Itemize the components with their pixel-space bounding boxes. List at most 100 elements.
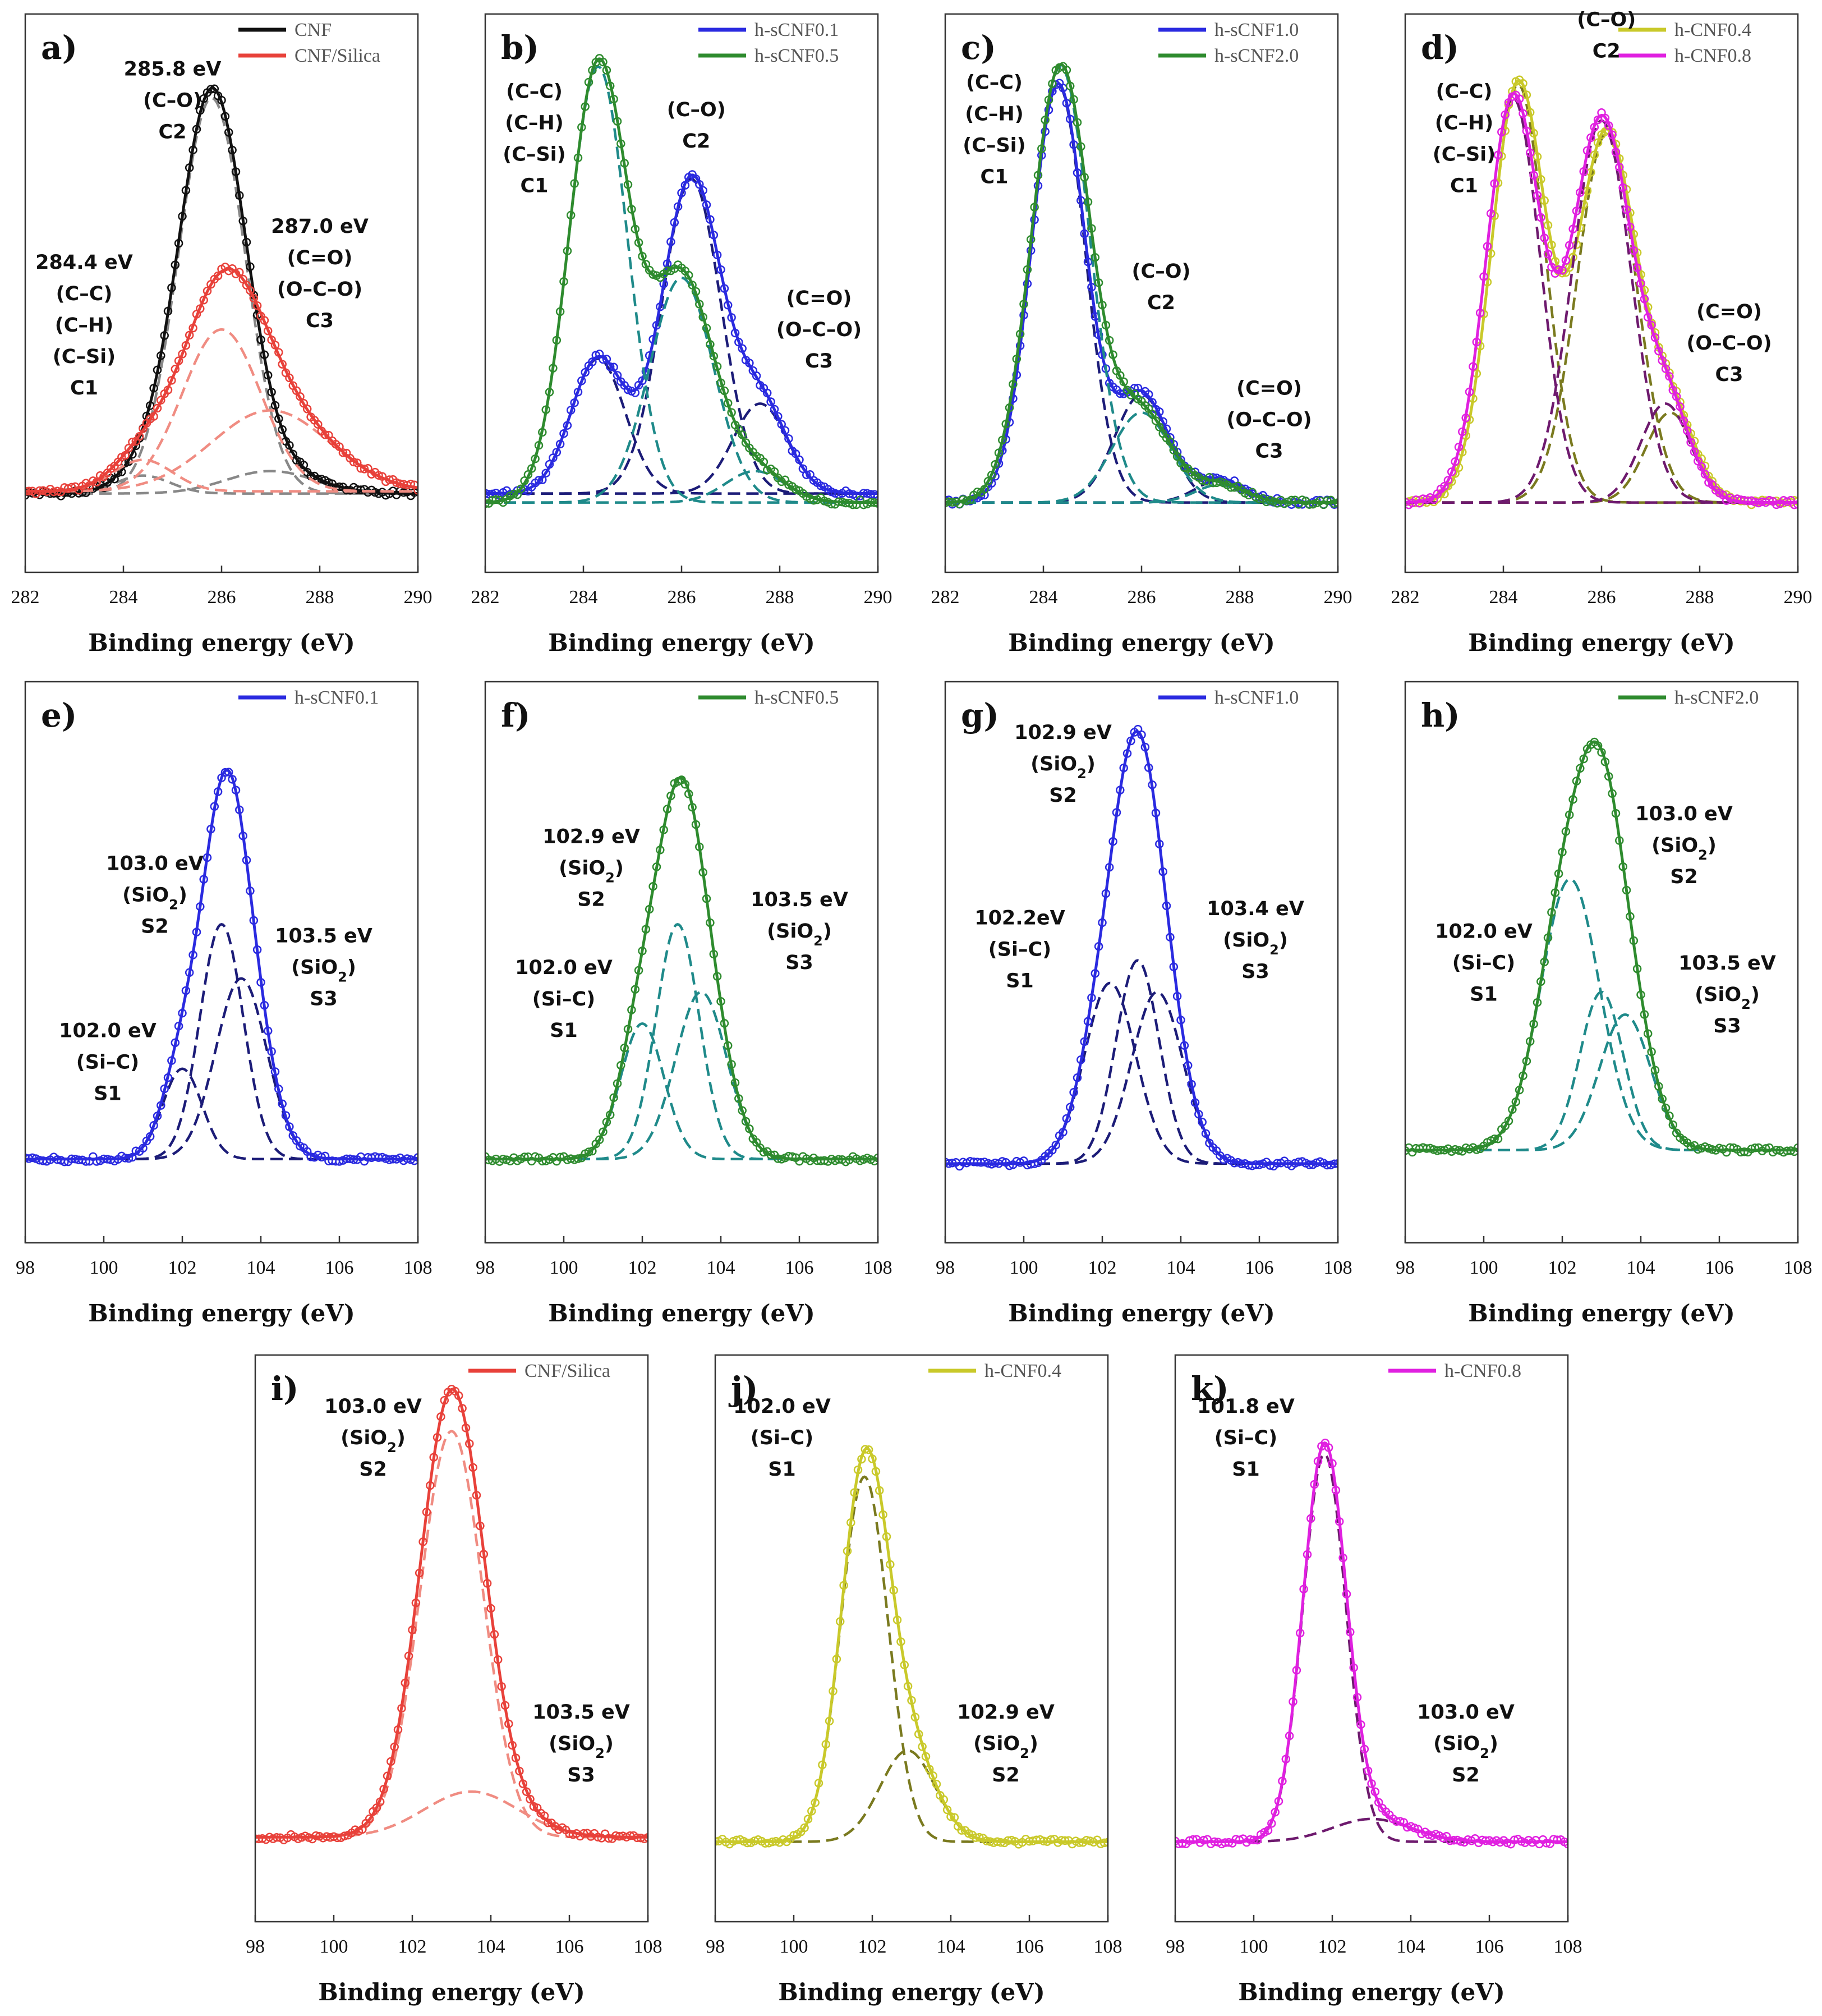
data-point	[1490, 1134, 1499, 1144]
data-point	[1044, 95, 1053, 104]
data-point	[1370, 1787, 1380, 1797]
data-point	[263, 326, 273, 336]
data-point	[1116, 786, 1125, 795]
panel-g: 98 100 102 104 106 108 Binding energy (eV) g) h-…	[936, 681, 1352, 1327]
plot-area	[945, 62, 1338, 509]
peak-annotation: 103.4 eV (SiO2) S3	[1207, 898, 1304, 983]
data-point	[1198, 1118, 1207, 1127]
fit-envelope	[25, 768, 418, 1161]
data-point	[228, 775, 237, 784]
data-point	[623, 1025, 633, 1034]
fit-envelope	[715, 1446, 1108, 1843]
plot-frame	[254, 1354, 649, 1923]
data-point	[1313, 1457, 1323, 1466]
data-point	[1568, 224, 1577, 233]
data-point	[712, 972, 722, 981]
data-point	[228, 145, 237, 155]
data-point	[196, 106, 205, 115]
data-point	[752, 371, 761, 380]
data-point	[1558, 847, 1567, 857]
data-point	[1396, 1817, 1405, 1826]
legend-label: h-sCNF0.5	[754, 45, 839, 66]
data-point	[1151, 809, 1161, 818]
x-tick-label: 102	[628, 1257, 657, 1278]
data-point	[1686, 438, 1695, 447]
data-point	[511, 1753, 521, 1762]
panel-i: 98 100 102 104 106 108 Binding energy (eV) i) CN…	[246, 1354, 662, 2006]
data-point	[702, 200, 711, 209]
data-point	[171, 1038, 180, 1048]
data-point	[185, 163, 194, 172]
data-point	[390, 1742, 399, 1752]
data-point	[871, 1467, 881, 1476]
data-point	[1087, 224, 1096, 233]
data-point	[577, 123, 586, 132]
data-point	[1626, 222, 1635, 232]
data-point	[274, 414, 283, 424]
data-point	[411, 1599, 421, 1608]
data-point	[541, 405, 550, 414]
x-tick-label: 106	[1015, 1936, 1044, 1957]
legend-label: CNF/Silica	[295, 45, 380, 66]
x-tick-label: 100	[780, 1936, 808, 1957]
data-point	[406, 479, 416, 489]
data-point	[1658, 356, 1667, 365]
data-point	[1080, 1037, 1089, 1046]
data-point	[153, 1112, 162, 1120]
component-curve-s1	[485, 1022, 878, 1161]
data-point	[527, 464, 536, 473]
data-point	[60, 1157, 69, 1167]
data-point	[648, 882, 657, 891]
data-point	[609, 362, 618, 372]
component-curve-s1	[25, 1067, 418, 1161]
data-point	[1572, 777, 1581, 786]
data-point	[1263, 1826, 1273, 1835]
legend-label: h-sCNF0.1	[295, 687, 379, 708]
x-tick-label: 106	[1705, 1257, 1734, 1278]
data-point	[634, 238, 643, 247]
data-point	[873, 1153, 878, 1163]
component-curve-s2	[715, 1749, 1108, 1843]
panel-letter: a)	[41, 29, 77, 67]
data-point	[1536, 174, 1545, 184]
plot-area	[25, 768, 418, 1167]
data-point	[358, 1825, 367, 1834]
data-point	[1342, 1590, 1351, 1599]
data-point	[588, 66, 597, 75]
legend-label: h-CNF0.8	[1444, 1361, 1521, 1381]
data-point	[573, 1154, 583, 1163]
data-point	[1023, 265, 1032, 274]
data-point	[861, 1445, 870, 1454]
panel-letter: e)	[41, 696, 77, 734]
data-point	[1554, 265, 1563, 274]
data-point	[246, 262, 255, 272]
data-point	[1112, 808, 1121, 817]
data-point	[1105, 862, 1114, 872]
panel-c: 282 284 286 288 290 Binding energy (eV) c) h-sC…	[931, 13, 1352, 656]
data-point	[278, 1099, 287, 1109]
x-tick-label: 108	[864, 1257, 892, 1278]
data-point	[1690, 447, 1699, 457]
data-point	[846, 1518, 855, 1527]
data-point	[440, 1396, 449, 1405]
data-point	[518, 1779, 528, 1788]
data-point	[1443, 476, 1453, 485]
data-point	[566, 406, 576, 415]
data-point	[688, 802, 697, 812]
data-point	[1465, 387, 1474, 397]
x-tick-label: 106	[1475, 1936, 1504, 1957]
data-point	[1740, 1147, 1749, 1156]
x-tick-label: 286	[208, 587, 236, 608]
data-point	[641, 925, 651, 934]
data-point	[1012, 354, 1022, 364]
data-point	[1519, 1071, 1527, 1081]
data-point	[716, 996, 725, 1006]
data-point	[1543, 221, 1553, 230]
data-point	[1083, 1017, 1093, 1026]
data-point	[1547, 240, 1556, 250]
data-point	[1108, 837, 1117, 846]
data-point	[1001, 419, 1010, 429]
data-point	[910, 1712, 920, 1722]
data-point	[1087, 993, 1096, 1002]
data-point	[267, 388, 276, 397]
